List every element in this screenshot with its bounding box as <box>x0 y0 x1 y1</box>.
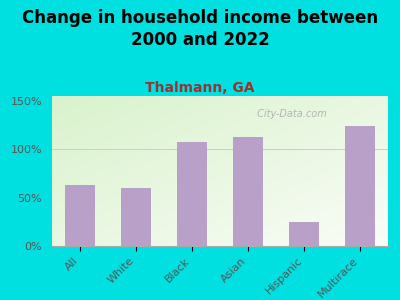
Bar <box>64 185 96 246</box>
Bar <box>233 136 264 246</box>
Bar <box>121 188 151 246</box>
Bar <box>289 222 320 246</box>
Text: City-Data.com: City-Data.com <box>254 109 326 119</box>
Text: Change in household income between
2000 and 2022: Change in household income between 2000 … <box>22 9 378 49</box>
Bar <box>177 142 208 246</box>
Bar <box>344 126 375 246</box>
Text: Thalmann, GA: Thalmann, GA <box>145 81 255 95</box>
